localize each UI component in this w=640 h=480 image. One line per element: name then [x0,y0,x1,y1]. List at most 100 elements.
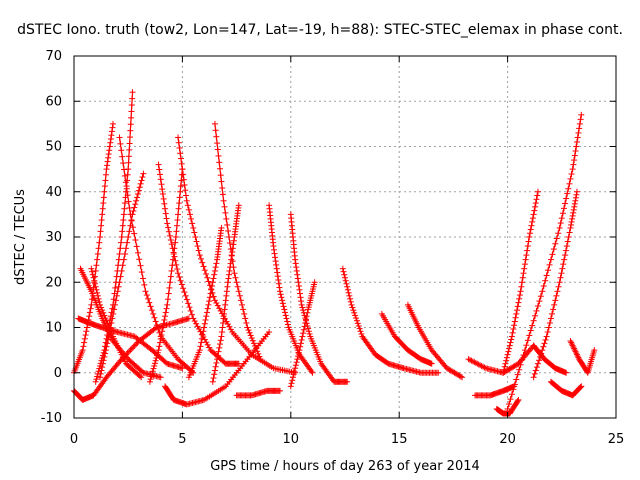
data-point [532,203,539,210]
data-point [341,271,348,278]
data-point [84,324,91,331]
data-point [89,268,96,275]
data-point [214,146,221,153]
data-point [569,166,576,173]
data-point [577,384,584,391]
data-point [296,347,303,354]
data-point [136,184,143,191]
data-point [570,161,577,168]
data-point [293,359,300,366]
data-point [184,202,191,209]
series-27 [504,111,585,412]
data-point [567,175,574,182]
data-point [128,114,135,121]
data-point [576,120,583,127]
data-point [149,368,156,375]
data-point [536,357,543,364]
data-point [132,237,139,244]
data-point [534,303,541,310]
data-point [562,252,569,259]
y-tick-label: -10 [41,411,62,426]
data-point [211,367,218,374]
x-axis-label: GPS time / hours of day 263 of year 2014 [210,459,480,474]
y-tick-label: 60 [45,94,62,109]
data-point [291,368,298,375]
data-point [198,255,205,262]
data-point [99,364,106,371]
data-point [206,294,213,301]
data-point [241,310,248,317]
data-point [177,188,184,195]
data-point [271,250,278,257]
data-point [554,288,561,295]
data-point [193,320,200,327]
data-point [170,249,177,256]
data-point [201,267,208,274]
data-point [193,238,200,245]
data-point [154,349,161,356]
data-point [278,294,285,301]
data-point [93,262,100,269]
data-point [568,171,575,178]
data-point [201,336,208,343]
data-point [505,348,512,355]
data-point [165,290,172,297]
data-point [89,271,96,278]
data-point [540,343,547,350]
data-point [273,261,280,268]
data-point [163,215,170,222]
data-point [459,374,466,381]
data-point [229,249,236,256]
data-point [343,280,350,287]
x-tick-label: 25 [608,432,625,447]
data-point [160,320,167,327]
series-30 [547,378,585,399]
data-point [537,293,544,300]
data-point [110,310,117,317]
data-point [557,274,564,281]
data-point [133,197,140,204]
data-point [112,297,119,304]
data-point [125,234,132,240]
data-point [189,220,196,227]
data-point [522,256,529,263]
data-point [213,133,220,140]
data-point [114,288,121,295]
data-point [289,377,296,384]
data-point [128,102,135,109]
series-17 [266,202,316,376]
data-point [93,376,100,383]
data-point [108,128,115,135]
data-point [190,224,197,231]
data-point [235,360,242,367]
data-point [166,284,173,291]
data-point [219,184,226,191]
data-point [561,256,568,263]
data-point [221,306,228,313]
x-tick-label: 20 [499,432,516,447]
data-point [344,378,351,385]
data-point [222,301,229,308]
data-point [146,299,153,306]
data-point [276,288,283,295]
data-point [552,240,559,247]
series-16 [233,387,283,399]
data-point [516,366,523,373]
data-point [532,367,539,374]
data-point [276,284,283,291]
data-point [428,360,435,367]
data-point [531,370,538,377]
data-point [503,357,510,364]
data-point [564,190,571,197]
data-point [157,335,164,342]
data-point [160,195,167,202]
data-point [288,380,295,387]
data-point [301,323,308,330]
data-point [213,359,220,366]
data-point [94,373,101,380]
data-point [529,218,536,225]
data-point [178,281,185,288]
data-point [162,313,169,320]
data-point [126,146,133,153]
data-point [274,273,281,280]
